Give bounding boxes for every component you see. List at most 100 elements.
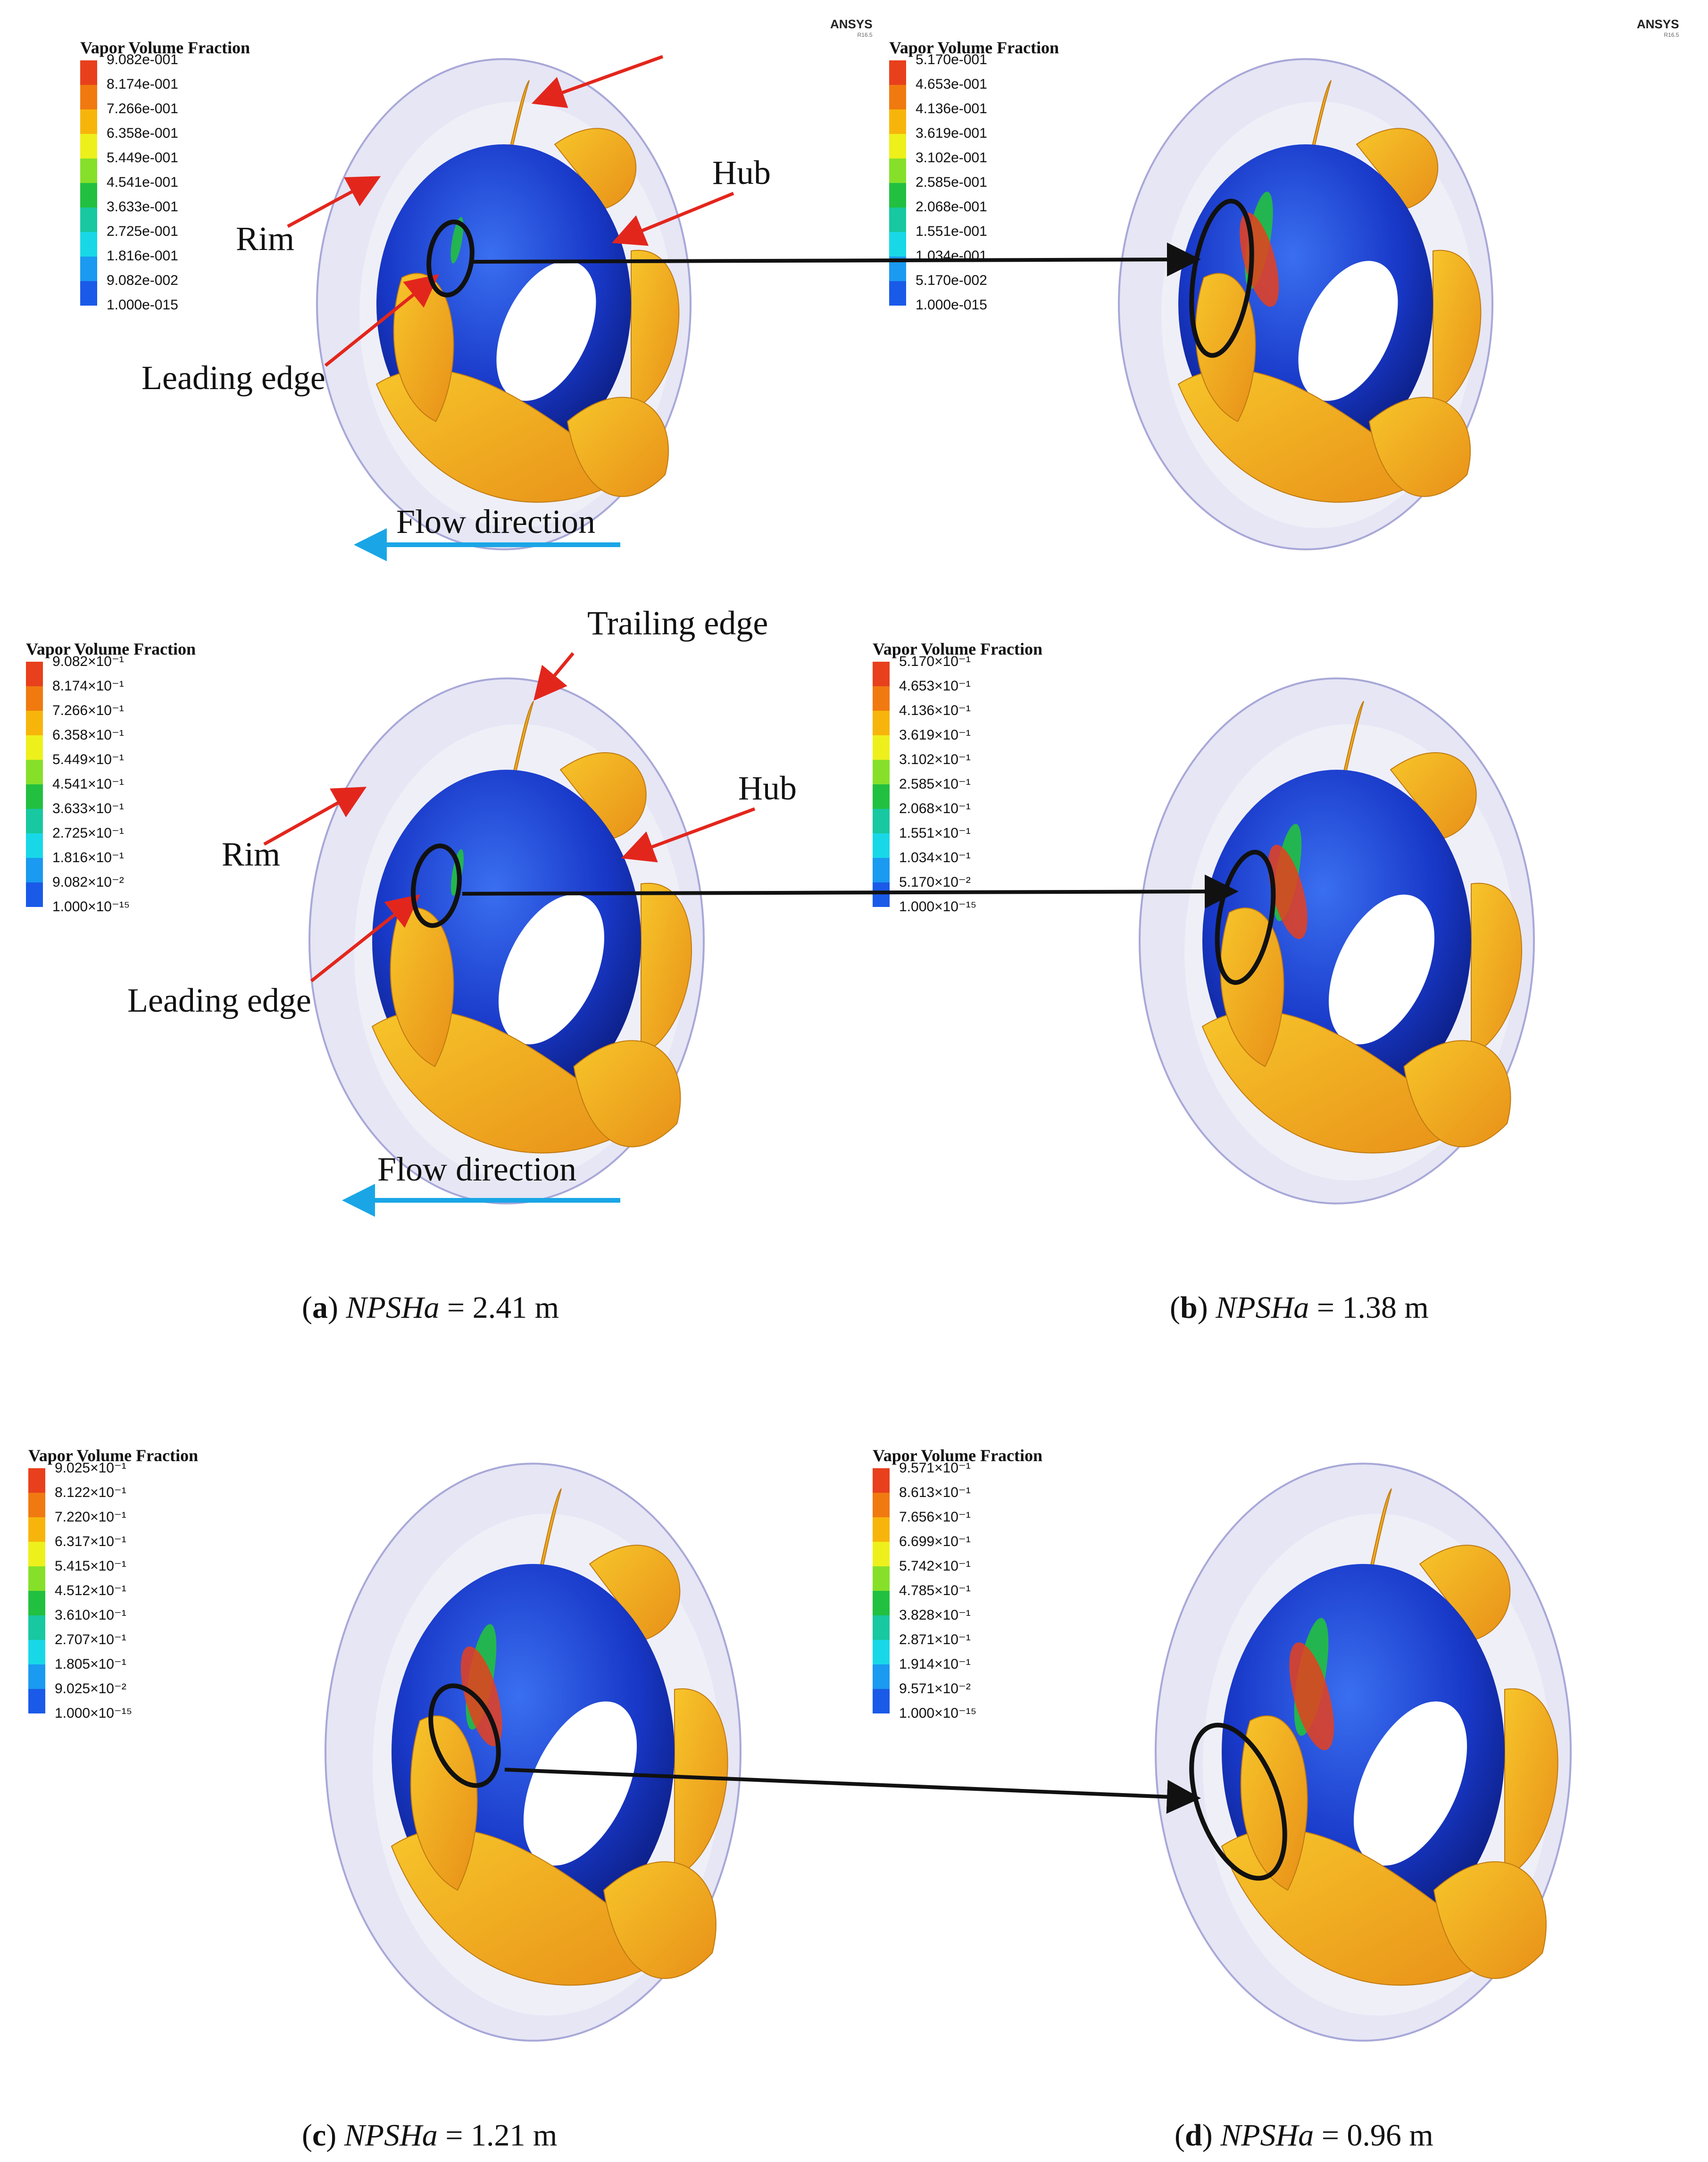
impeller-blade (567, 397, 669, 497)
legend-color-segment (26, 711, 43, 735)
legend-value: 3.619×10⁻¹ (899, 727, 971, 743)
legend-value: 1.805×10⁻¹ (55, 1656, 126, 1672)
legend-color-segment (873, 735, 890, 760)
legend-value: 1.000e-015 (107, 297, 178, 313)
legend-color-segment (28, 1640, 45, 1664)
legend-color-segment (889, 134, 906, 158)
legend-value: 9.082×10⁻² (52, 874, 124, 890)
panel-c: Vapor Volume Fraction 9.025×10⁻¹ 8.122×10⁻… (0, 1382, 854, 2162)
legend-value: 9.025×10⁻¹ (55, 1460, 126, 1476)
leading-edge-label: Leading edge (127, 981, 311, 1019)
legend-color-segment (28, 1542, 45, 1566)
row1-annotations (287, 55, 1254, 561)
legend-color-segment (873, 1517, 890, 1542)
legend-value: 5.415×10⁻¹ (55, 1558, 126, 1574)
flow-direction-label: Flow direction (396, 503, 595, 540)
legend-color-segment (26, 784, 43, 809)
hub-label: Hub (738, 769, 797, 807)
legend-color-segment (26, 809, 43, 833)
cavitation-core (1289, 1642, 1334, 1750)
legend-color-segment (80, 257, 97, 281)
legend-color-segment (26, 662, 43, 686)
cavitation-highlight (428, 1683, 501, 1788)
hub-opening (499, 894, 604, 1045)
legend-title: Vapor Volume Fraction (28, 1446, 199, 1465)
impeller-render (325, 1463, 742, 2042)
impeller-blade (1433, 1861, 1547, 1979)
comparison-arrow (462, 874, 1239, 909)
legend-title: Vapor Volume Fraction (873, 1446, 1043, 1465)
impeller-blade (603, 1861, 717, 1979)
legend-color-segment (873, 1542, 890, 1566)
legend-title: Vapor Volume Fraction (80, 38, 250, 57)
legend-value: 7.266e-001 (107, 101, 178, 116)
impeller-render (316, 58, 692, 550)
legend-value: 2.068e-001 (916, 199, 987, 215)
cavitation-highlight (411, 843, 462, 928)
legend-value: 1.000e-015 (916, 297, 987, 313)
panel-a: Vapor Volume Fraction 9.082×10⁻¹ 8.174×10⁻… (0, 580, 854, 1382)
cavitation-highlight (1189, 199, 1254, 358)
cavitation-region (450, 217, 464, 264)
impeller-blade (1433, 249, 1482, 412)
legend-title: Vapor Volume Fraction (26, 640, 196, 658)
impeller-blade (674, 1688, 728, 1879)
legend-value: 3.102e-001 (916, 150, 987, 166)
legend-value: 9.082e-002 (107, 273, 178, 288)
caption-value: = 2.41 m (439, 1290, 559, 1325)
legend-color-segment (889, 232, 906, 257)
row3-annotations (428, 1683, 1287, 1881)
legend-color-segment (26, 735, 43, 760)
caption-letter: d (1184, 2118, 1202, 2153)
hub-opening (1329, 894, 1434, 1045)
legend-color-segment (873, 882, 890, 907)
legend-color-segment (80, 60, 97, 85)
hub-opening (1298, 261, 1398, 401)
legend-value: 5.170×10⁻² (899, 874, 971, 890)
arrow-to-rim (263, 787, 367, 846)
legend-color-segment (889, 281, 906, 306)
legend-colorbar (873, 662, 890, 907)
legend-color-segment (873, 1664, 890, 1689)
legend-value: 8.613×10⁻¹ (899, 1485, 971, 1500)
legend-color-segment (873, 858, 890, 882)
impeller-blade (554, 128, 636, 209)
legend-value: 8.174×10⁻¹ (52, 678, 124, 694)
comparison-arrow (471, 242, 1201, 277)
arrow-to-hub (621, 807, 756, 863)
legend-value: 4.541e-001 (107, 175, 178, 190)
arrow-to-hub (612, 191, 734, 246)
legend-value: 4.541×10⁻¹ (52, 776, 124, 792)
legend-value: 3.102×10⁻¹ (899, 752, 971, 767)
legend-value: 5.170×10⁻¹ (899, 654, 971, 669)
hub-opening (1353, 1701, 1467, 1866)
legend-value: 4.785×10⁻¹ (899, 1583, 971, 1598)
row2-annotations (263, 652, 1276, 1217)
legend-value: 1.551×10⁻¹ (899, 825, 971, 841)
impeller-blade (1504, 1688, 1558, 1879)
caption-value: = 1.21 m (437, 2118, 558, 2153)
caption-variable: NPSHa (344, 2118, 438, 2153)
legend-value: 3.828×10⁻¹ (899, 1607, 971, 1623)
legend-value: 4.653×10⁻¹ (899, 678, 971, 694)
impeller-blade (573, 1040, 681, 1148)
impeller-blade (1220, 907, 1284, 1067)
panel-d: Vapor Volume Fraction 9.571×10⁻¹ 8.613×10⁻… (854, 1382, 1708, 2162)
ansys-logo: ANSYS R16.5 (830, 17, 873, 38)
legend-colorbar (873, 1468, 890, 1713)
legend-colorbar (26, 662, 43, 907)
caption-a: (a) NPSHa = 2.41 m (302, 1290, 559, 1325)
trailing-edge-label: Trailing edge (587, 604, 768, 642)
legend-value: 2.585×10⁻¹ (899, 776, 971, 792)
arrow-to-leading-edge (324, 274, 439, 367)
legend-value: 1.000×10⁻¹⁵ (52, 899, 130, 915)
legend-value: 1.816×10⁻¹ (52, 850, 124, 865)
impeller-blade (1368, 397, 1471, 497)
legend-color-segment (80, 183, 97, 208)
panel-row1-left: Vapor Volume Fraction 9.082e-001 8.174e-00… (0, 0, 873, 580)
legend-color-segment (26, 858, 43, 882)
legend-color-segment (873, 1591, 890, 1615)
legend-value: 5.449×10⁻¹ (52, 752, 124, 767)
legend-color-segment (80, 85, 97, 109)
